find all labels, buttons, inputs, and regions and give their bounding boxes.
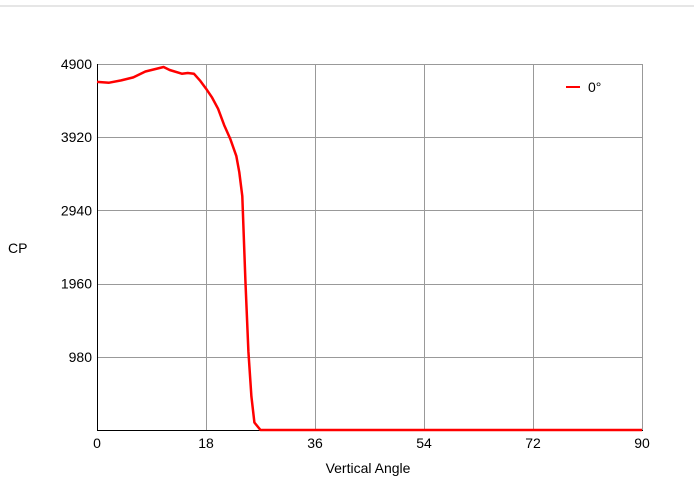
y-tick-label: 4900 bbox=[61, 56, 92, 72]
y-tick-label: 3920 bbox=[61, 129, 92, 145]
y-axis-title: CP bbox=[8, 240, 27, 256]
x-axis-title: Vertical Angle bbox=[326, 460, 411, 476]
x-tick-label: 36 bbox=[307, 435, 323, 451]
legend-label: 0° bbox=[588, 79, 601, 95]
x-tick-label: 54 bbox=[416, 435, 432, 451]
x-tick-labels: 0 18 36 54 72 90 bbox=[93, 435, 650, 451]
y-tick-label: 2940 bbox=[61, 202, 92, 218]
x-tick-label: 72 bbox=[525, 435, 541, 451]
series-lines bbox=[96, 65, 642, 432]
x-tick-label: 0 bbox=[93, 435, 101, 451]
series-line bbox=[96, 65, 642, 432]
x-tick-label: 18 bbox=[198, 435, 214, 451]
grid-lines bbox=[97, 64, 643, 430]
axes bbox=[97, 64, 643, 431]
legend: 0° bbox=[566, 79, 601, 95]
y-tick-label: 1960 bbox=[61, 276, 92, 292]
y-tick-label: 980 bbox=[69, 349, 93, 365]
x-tick-label: 90 bbox=[634, 435, 650, 451]
y-tick-labels: 980 1960 2940 3920 4900 bbox=[61, 56, 92, 365]
